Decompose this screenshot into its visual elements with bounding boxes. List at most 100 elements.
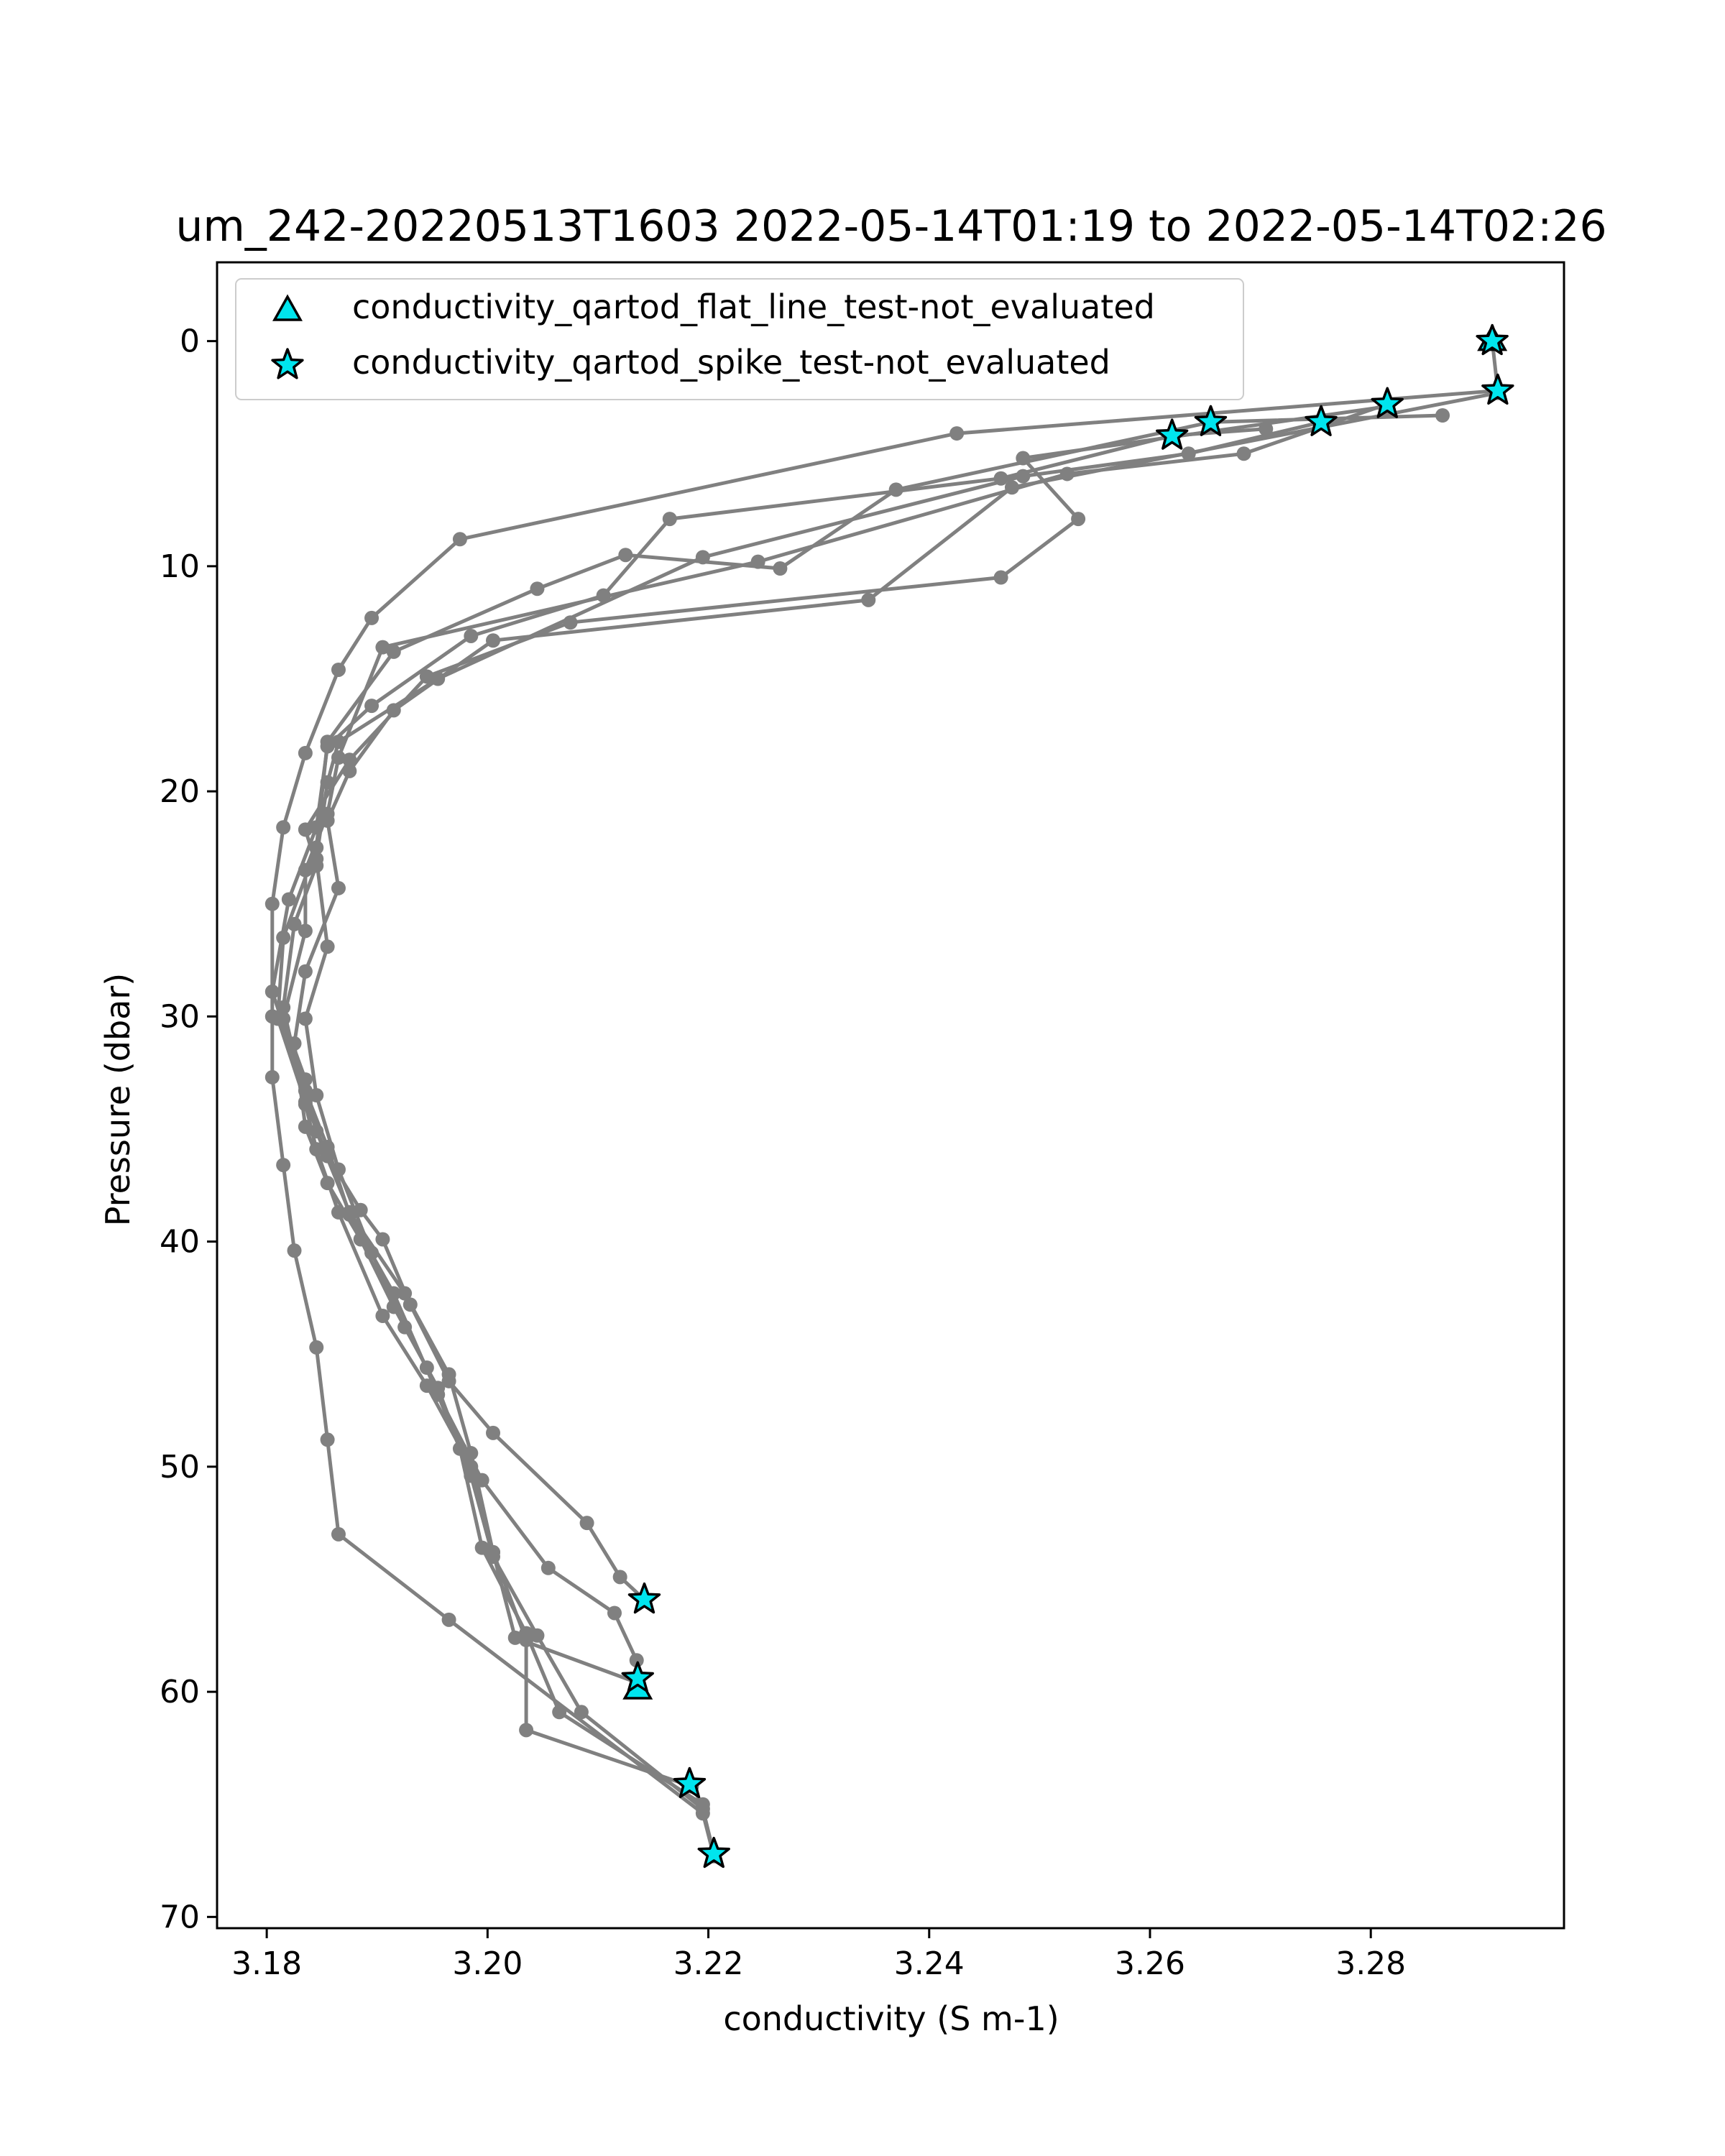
legend-star-icon [271,348,304,379]
y-axis-label: Pressure (dbar) [98,973,137,1226]
data-point [342,1204,357,1220]
data-point [331,1526,346,1542]
spike-flag-marker [1194,405,1228,436]
data-point [342,763,357,778]
data-point [618,548,633,563]
data-point [264,1009,280,1024]
data-point [1059,466,1075,482]
x-tick-label: 3.26 [1115,1945,1185,1982]
data-point [519,1633,534,1648]
data-point [1435,408,1450,423]
legend-label-spike: conductivity_qartod_spike_test-not_evalu… [352,343,1110,382]
x-axis: 3.18 3.20 3.22 3.24 3.26 3.28 [231,1928,1406,1982]
spike-flag-marker [1305,405,1338,436]
data-point [861,592,876,607]
data-point [375,1308,390,1323]
data-point [530,581,545,596]
data-point [331,662,346,677]
chart-title: um_242-20220513T1603 2022-05-14T01:19 to… [175,201,1606,252]
data-point [431,671,446,686]
data-point [486,633,501,648]
data-point [386,644,401,659]
data-point [574,1705,589,1720]
y-axis: 0 10 20 30 40 50 60 70 [160,323,217,1935]
data-point [607,1606,622,1621]
data-point [474,1540,489,1555]
legend: conductivity_qartod_flat_line_test-not_e… [235,278,1244,400]
spike-flag-marker [621,1661,654,1692]
data-point [287,916,302,931]
data-point [298,1119,313,1134]
x-tick-label: 3.18 [231,1945,302,1982]
x-tick-label: 3.20 [452,1945,523,1982]
data-point [331,880,346,895]
plot-frame [216,261,1565,1930]
data-point [464,1446,479,1461]
y-tick-label: 30 [160,998,200,1035]
data-series [264,333,1505,1864]
x-axis-label: conductivity (S m-1) [723,1999,1059,2038]
data-point [612,1570,627,1585]
data-point [1181,446,1196,461]
data-point [750,554,765,569]
data-point [530,1628,545,1643]
data-point [519,1723,534,1738]
data-point [320,1176,335,1191]
profile-line [281,402,1389,1789]
data-point [320,775,335,790]
legend-label-flat-line: conductivity_qartod_flat_line_test-not_e… [352,287,1155,326]
data-point [993,570,1008,585]
data-point [320,1432,335,1447]
data-point [486,1425,501,1440]
data-point [949,426,965,441]
data-point [397,1319,413,1335]
data-point [320,806,335,821]
data-point [264,1069,280,1084]
spike-flag-marker [1371,387,1404,418]
data-point [298,1011,313,1026]
data-point [507,1630,523,1645]
x-tick-label: 3.22 [673,1945,744,1982]
data-point [419,1378,434,1393]
data-point [375,1232,390,1247]
data-point [320,939,335,954]
data-point [298,923,313,939]
data-point [298,745,313,760]
data-point [464,628,479,643]
data-point [281,892,296,907]
y-tick-label: 60 [160,1674,200,1710]
data-point [364,610,380,625]
data-point [1236,446,1251,461]
spike-flag-marker [673,1766,707,1799]
data-point [276,1158,291,1173]
data-point [298,1072,313,1087]
data-point [662,512,677,527]
y-tick-label: 70 [160,1899,200,1935]
spike-flag-marker [1156,418,1189,450]
data-point [331,750,346,765]
data-point [287,1243,302,1258]
data-point [1016,469,1031,484]
spike-flag-marker [627,1582,661,1614]
y-tick-label: 10 [160,548,200,585]
data-point [695,550,710,565]
data-point [629,1653,644,1668]
data-point [264,896,280,911]
data-point [1071,512,1086,527]
y-tick-label: 50 [160,1449,200,1485]
data-point [276,1011,291,1026]
data-point [441,1612,456,1627]
data-point [452,532,467,547]
x-tick-label: 3.28 [1335,1945,1406,1982]
data-point [309,1340,324,1355]
data-point [298,964,313,979]
x-tick-label: 3.24 [894,1945,965,1982]
data-point [540,1560,556,1575]
data-point [375,640,390,655]
y-tick-label: 20 [160,773,200,810]
spike-flag-marker [1476,323,1509,356]
spike-flag-marker [697,1836,730,1869]
legend-triangle-icon [272,294,303,321]
data-point [441,1367,456,1382]
